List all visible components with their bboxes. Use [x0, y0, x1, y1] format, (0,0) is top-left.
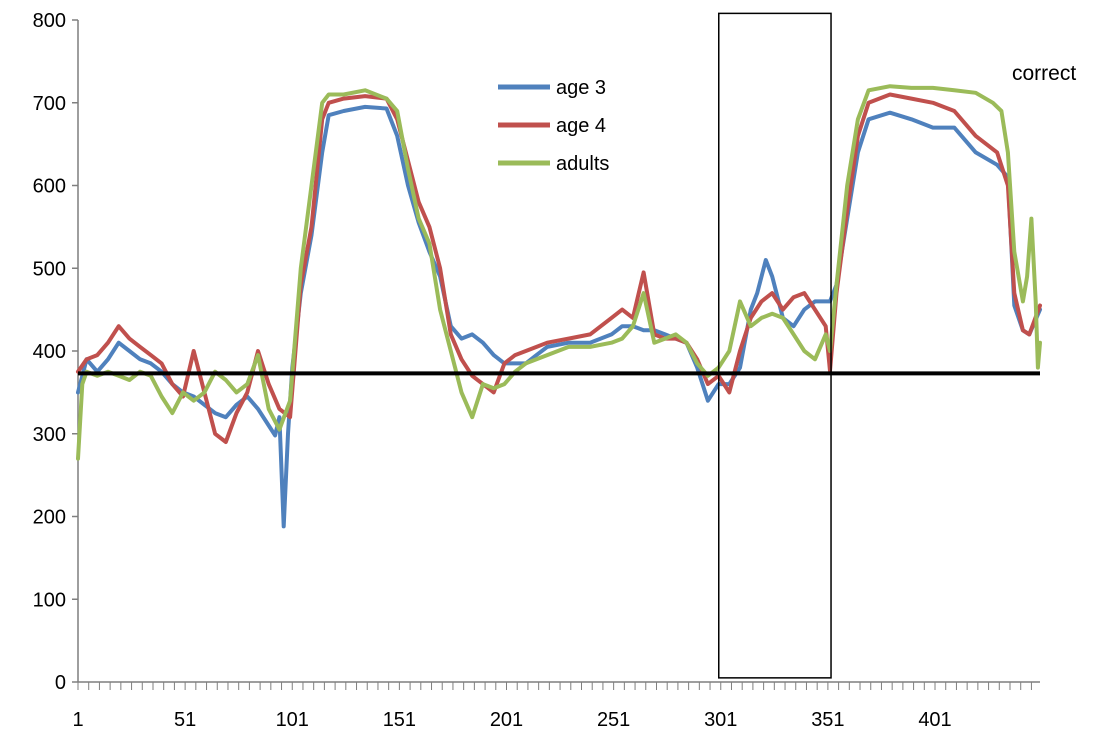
legend-label-age-4: age 4 [556, 115, 606, 137]
x-tick-label: 101 [276, 709, 309, 731]
legend-label-age-3: age 3 [556, 77, 606, 99]
annotation-correct: correct [1012, 62, 1076, 85]
y-tick-label: 300 [33, 424, 66, 446]
highlight-box [718, 12, 832, 679]
legend: age 3 age 4 adults [498, 77, 609, 175]
x-tick-label: 401 [918, 709, 951, 731]
y-tick-label: 500 [33, 258, 66, 280]
legend-label-adults: adults [556, 153, 609, 175]
y-tick-label: 100 [33, 589, 66, 611]
y-tick-label: 0 [55, 672, 66, 694]
overlay: correct [78, 12, 1076, 679]
x-tick-label: 251 [597, 709, 630, 731]
series-line-adults [76, 84, 1042, 461]
y-tick-label: 800 [33, 10, 66, 32]
x-tick-label: 351 [811, 709, 844, 731]
x-tick-label: 1 [72, 709, 83, 731]
y-tick-label: 200 [33, 507, 66, 529]
x-tick-label: 51 [174, 709, 196, 731]
y-tick-label: 600 [33, 176, 66, 198]
x-tick-label: 201 [490, 709, 523, 731]
y-tick-label: 700 [33, 93, 66, 115]
y-tick-label: 400 [33, 341, 66, 363]
x-tick-label: 301 [704, 709, 737, 731]
x-tick-label: 151 [383, 709, 416, 731]
series-line-age-4 [76, 92, 1042, 444]
